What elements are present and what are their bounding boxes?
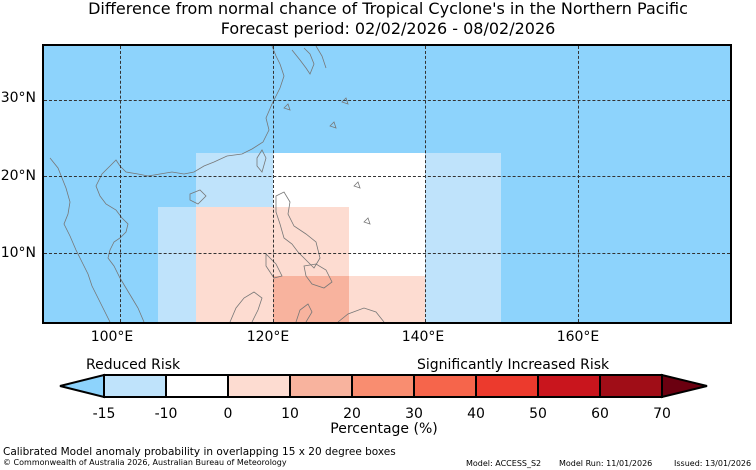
lon-label-160e: 160°E bbox=[556, 329, 600, 345]
meridian-line bbox=[120, 46, 122, 322]
colorbar-tick-label: 10 bbox=[281, 406, 299, 422]
colorbar-segment bbox=[537, 374, 601, 398]
colorbar-over-arrow bbox=[661, 373, 708, 399]
colorbar-segment bbox=[351, 374, 415, 398]
colorbar-segment bbox=[165, 374, 229, 398]
lat-label-20n: 20°N bbox=[0, 168, 36, 184]
issued-date: Issued: 13/01/2026 bbox=[674, 459, 752, 468]
colorbar-tick-label: -15 bbox=[92, 406, 116, 422]
colorbar-under-arrow bbox=[59, 373, 105, 399]
parallel-line bbox=[44, 99, 730, 101]
model-name: Model: ACCESS_S2 bbox=[466, 459, 542, 468]
colorbar-tick-label: 70 bbox=[653, 406, 671, 422]
colorbar-segment bbox=[289, 374, 353, 398]
lon-label-140e: 140°E bbox=[401, 329, 445, 345]
colorbar-segment bbox=[227, 374, 291, 398]
colorbar-segment bbox=[413, 374, 477, 398]
coastline bbox=[49, 46, 385, 322]
forecast-map bbox=[42, 44, 732, 324]
colorbar-tick-label: 40 bbox=[467, 406, 485, 422]
model-run: Model Run: 11/01/2026 bbox=[559, 459, 653, 468]
meridian-line bbox=[425, 46, 427, 322]
map-title-line1: Difference from normal chance of Tropica… bbox=[88, 0, 688, 18]
parallel-line bbox=[44, 176, 730, 178]
colorbar-segment bbox=[599, 374, 663, 398]
colorbar-tick-label: -10 bbox=[154, 406, 178, 422]
colorbar-tick-label: 30 bbox=[405, 406, 423, 422]
colorbar-tick-label: 20 bbox=[343, 406, 361, 422]
reduced-risk-label: Reduced Risk bbox=[86, 357, 181, 373]
increased-risk-label: Significantly Increased Risk bbox=[417, 357, 610, 373]
colorbar-tick-label: 60 bbox=[591, 406, 609, 422]
colorbar-segment bbox=[103, 374, 167, 398]
parallel-line bbox=[44, 253, 730, 254]
lon-label-100e: 100°E bbox=[90, 329, 134, 345]
meridian-line bbox=[577, 46, 579, 322]
colorbar-segment bbox=[475, 374, 539, 398]
lat-label-10n: 10°N bbox=[0, 245, 36, 261]
copyright: © Commonwealth of Australia 2026, Austra… bbox=[3, 458, 287, 467]
lon-label-120e: 120°E bbox=[246, 329, 290, 345]
probability-cell bbox=[196, 153, 273, 207]
probability-cell bbox=[348, 276, 426, 322]
probability-cell bbox=[425, 153, 502, 322]
meridian-line bbox=[272, 46, 274, 322]
colorbar-unit-label: Percentage (%) bbox=[330, 421, 438, 437]
map-title-line2: Forecast period: 02/02/2026 - 08/02/2026 bbox=[220, 19, 556, 38]
lat-label-30n: 30°N bbox=[0, 90, 36, 106]
colorbar-tick-label: 0 bbox=[223, 406, 233, 422]
footnote: Calibrated Model anomaly probability in … bbox=[3, 446, 396, 458]
colorbar-tick-label: 50 bbox=[529, 406, 547, 422]
